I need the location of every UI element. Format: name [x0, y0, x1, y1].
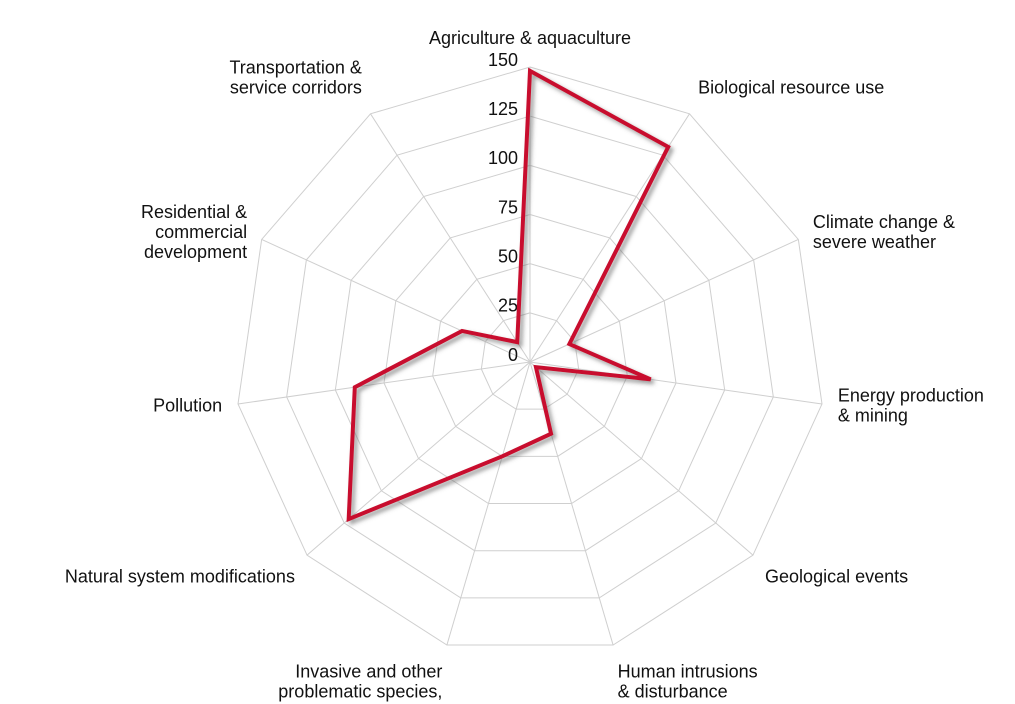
label-line: problematic species,	[278, 681, 442, 701]
tick-label: 0	[508, 345, 518, 365]
grid-ring	[334, 164, 726, 552]
category-label: Climate change & severe weather	[813, 212, 955, 252]
category-label: Human intrusions & disturbance	[618, 661, 758, 701]
tick-label: 125	[488, 99, 518, 119]
tick-label: 75	[498, 197, 518, 217]
category-label: Natural system modifications	[65, 566, 295, 586]
label-line: Residential &	[141, 202, 247, 222]
label-line: & mining	[838, 405, 908, 425]
label-line: Geological events	[765, 566, 908, 586]
grid-ring	[286, 115, 774, 599]
label-line: severe weather	[813, 232, 936, 252]
label-line: service corridors	[230, 77, 362, 97]
category-label: Geological events	[765, 566, 908, 586]
label-line: Invasive and other	[295, 661, 442, 681]
spoke	[446, 361, 531, 646]
spoke	[529, 361, 754, 556]
tick-label: 150	[488, 50, 518, 70]
label-line: Biological resource use	[698, 77, 884, 97]
label-line: Energy production	[838, 385, 984, 405]
spoke	[237, 361, 531, 405]
grid-ring	[237, 66, 823, 646]
spoke	[529, 238, 799, 363]
grid-ring	[432, 263, 628, 457]
label-line: genes & diseases	[300, 701, 442, 704]
label-line: & disturbance	[618, 681, 728, 701]
category-label: Agriculture & aquaculture	[429, 28, 631, 48]
category-label: Biological resource use	[698, 77, 884, 97]
tick-label: 25	[498, 296, 518, 316]
label-line: Transportation &	[229, 57, 361, 77]
spoke	[261, 238, 531, 363]
tick-label: 50	[498, 246, 518, 266]
category-label: Energy production & mining	[838, 385, 984, 425]
spoke	[306, 361, 531, 556]
label-line: Human intrusions	[618, 661, 758, 681]
category-label: Transportation & service corridors	[229, 57, 361, 97]
label-line: Agriculture & aquaculture	[429, 28, 631, 48]
label-line: Pollution	[153, 395, 222, 415]
label-line: Climate change &	[813, 212, 955, 232]
label-line: Natural system modifications	[65, 566, 295, 586]
radar-line	[346, 67, 671, 523]
label-line: commercial	[155, 222, 247, 242]
category-label: Pollution	[153, 395, 222, 415]
tick-label: 100	[488, 148, 518, 168]
grid-ring	[383, 213, 677, 505]
spoke	[370, 113, 531, 363]
spoke	[529, 361, 823, 405]
category-label: Residential & commercial development	[141, 202, 247, 262]
label-line: development	[144, 242, 247, 262]
